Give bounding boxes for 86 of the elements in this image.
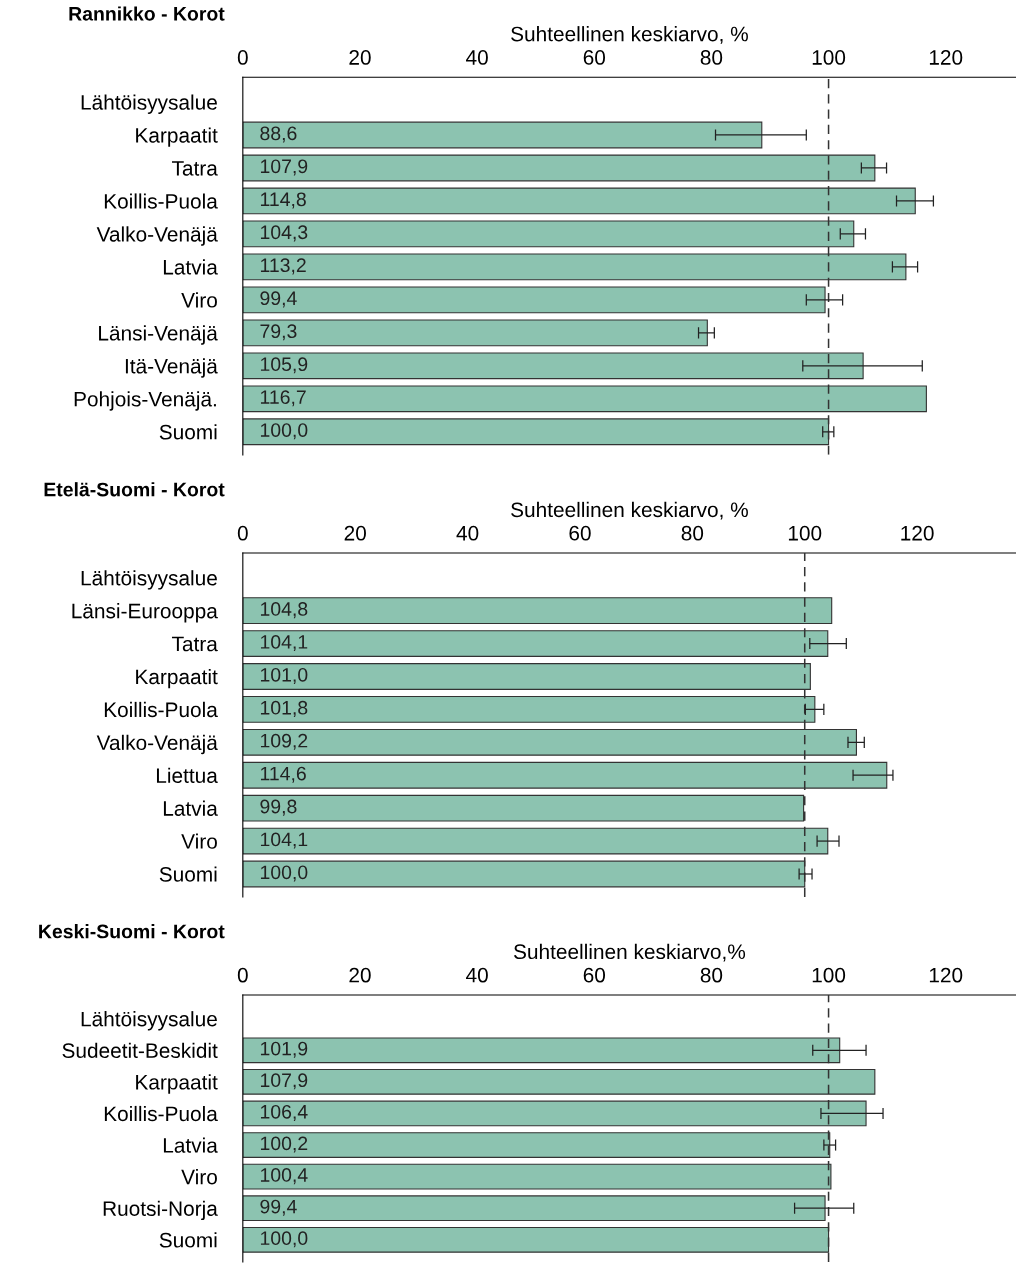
data-label: 99,4 — [260, 1199, 297, 1216]
x-axis-title: Suhteellinen keskiarvo, % — [511, 26, 748, 44]
data-label: 100,0 — [260, 865, 308, 882]
data-label: 106,4 — [260, 1104, 308, 1121]
y-tick-label: Karpaatit — [136, 1074, 218, 1094]
data-label: 104,1 — [260, 832, 308, 849]
data-label: 113,2 — [260, 258, 306, 275]
y-tick-label: Sudeetit-Beskidit — [62, 1042, 218, 1059]
y-tick-label: Koillis-Puola — [104, 193, 218, 209]
x-tick-label: 20 — [349, 50, 371, 65]
data-label: 104,8 — [260, 602, 308, 619]
y-tick-label: Suomi — [159, 424, 217, 440]
y-tick-label: Karpaatit — [136, 127, 218, 147]
data-label: 107,9 — [260, 1073, 308, 1090]
y-tick-label: Suomi — [159, 1232, 217, 1248]
x-tick-label: 40 — [466, 967, 488, 983]
x-tick-label: 80 — [681, 525, 704, 541]
x-tick-label: 40 — [456, 525, 479, 541]
data-label: 114,6 — [260, 766, 306, 783]
x-tick-label: 0 — [237, 967, 248, 983]
bar — [242, 121, 763, 149]
data-label: 100,4 — [260, 1168, 308, 1185]
chart-title: Etelä-Suomi - Korot — [44, 482, 225, 497]
y-tick-label: Lähtöisyysalue — [81, 1011, 217, 1031]
bar — [242, 1195, 826, 1222]
y-tick-label: Länsi-Venäjä — [99, 325, 218, 345]
chart-title: Keski-Suomi - Korot — [39, 924, 225, 939]
data-label: 100,0 — [260, 1231, 308, 1248]
data-label: 101,0 — [260, 667, 308, 684]
data-label: 99,8 — [260, 799, 297, 816]
data-label: 109,2 — [260, 733, 308, 750]
y-tick-label: Suomi — [159, 866, 217, 882]
x-tick-label: 20 — [344, 525, 366, 541]
data-label: 79,3 — [260, 324, 297, 341]
y-tick-label: Koillis-Puola — [104, 1105, 218, 1122]
x-tick-label: 0 — [237, 50, 248, 65]
data-label: 100,0 — [260, 423, 308, 440]
data-label: 88,6 — [260, 126, 297, 143]
x-axis-title: Suhteellinen keskiarvo, % — [511, 501, 748, 520]
x-tick-label: 120 — [929, 967, 963, 983]
data-label: 99,4 — [260, 291, 297, 308]
x-tick-label: 100 — [812, 967, 846, 983]
y-tick-label: Karpaatit — [136, 668, 218, 689]
x-tick-label: 40 — [466, 50, 488, 65]
y-tick-label: Latvia — [163, 1137, 218, 1153]
y-tick-label: Viro — [181, 1169, 217, 1185]
bar — [242, 286, 826, 314]
y-tick-label: Latvia — [163, 800, 218, 816]
y-tick-label: Lähtöisyysalue — [81, 94, 217, 114]
y-tick-label: Länsi-Eurooppa — [72, 603, 218, 623]
y-tick-label: Lähtöisyysalue — [81, 570, 217, 590]
data-label: 114,8 — [260, 192, 306, 209]
y-tick-label: Pohjois-Venäjä. — [74, 391, 216, 411]
y-tick-label: Viro — [181, 292, 217, 308]
x-axis-title: Suhteellinen keskiarvo,% — [513, 943, 746, 962]
data-label: 101,8 — [260, 700, 308, 717]
x-tick-label: 100 — [812, 50, 846, 65]
y-tick-label: Viro — [181, 833, 217, 849]
y-tick-label: Valko-Venäjä — [96, 734, 218, 755]
x-tick-label: 80 — [700, 50, 723, 65]
data-label: 105,9 — [260, 357, 308, 374]
x-tick-label: 80 — [700, 967, 723, 983]
x-tick-label: 120 — [929, 50, 963, 65]
y-tick-label: Valko-Venäjä — [96, 226, 218, 246]
data-label: 101,9 — [260, 1041, 308, 1058]
data-label: 116,7 — [260, 390, 306, 407]
data-label: 104,3 — [260, 225, 308, 242]
y-tick-label: Koillis-Puola — [104, 701, 218, 718]
y-tick-label: Tatra — [171, 161, 218, 176]
x-tick-label: 60 — [569, 525, 591, 541]
y-tick-label: Latvia — [163, 259, 218, 275]
y-tick-label: Ruotsi-Norja — [103, 1200, 218, 1221]
y-tick-label: Itä-Venäjä — [125, 358, 218, 378]
x-tick-label: 60 — [583, 967, 606, 983]
y-tick-label: Liettua — [156, 767, 218, 783]
bar — [242, 319, 708, 347]
x-tick-label: 20 — [349, 967, 371, 983]
data-label: 104,1 — [260, 635, 308, 652]
chart-title: Rannikko - Korot — [69, 6, 225, 21]
x-tick-label: 120 — [901, 525, 934, 541]
x-tick-label: 100 — [788, 525, 822, 541]
x-tick-label: 60 — [583, 50, 606, 65]
data-label: 107,9 — [260, 159, 308, 176]
data-label: 100,2 — [260, 1136, 308, 1153]
y-tick-label: Tatra — [171, 636, 218, 652]
x-tick-label: 0 — [237, 525, 248, 541]
